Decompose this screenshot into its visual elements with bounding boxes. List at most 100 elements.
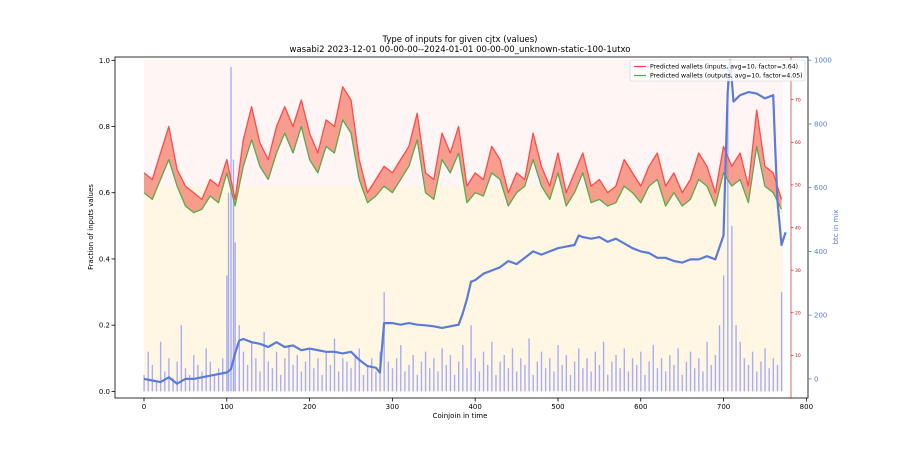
background-bar <box>698 358 700 392</box>
background-bar <box>751 351 754 392</box>
background-bar <box>226 275 228 392</box>
background-bar <box>288 345 290 392</box>
background-bar <box>271 368 274 392</box>
legend-entry: Predicted wallets (outputs, avg=10, fact… <box>650 73 803 80</box>
background-bar <box>441 348 443 392</box>
background-bar <box>706 341 708 392</box>
y3-tick-label: 60 <box>795 140 801 146</box>
background-bar <box>776 364 779 392</box>
background-bar <box>424 351 427 392</box>
background-bar <box>511 348 514 392</box>
background-bar <box>279 374 282 392</box>
background-bar <box>669 354 671 392</box>
background-bar <box>159 341 162 392</box>
background-bar <box>400 345 402 392</box>
background-bar <box>623 348 625 392</box>
background-bar <box>164 371 166 392</box>
inputs-outputs-fill <box>144 86 782 213</box>
background-bar <box>768 368 770 392</box>
background-bar <box>470 325 472 392</box>
background-bar <box>267 361 269 392</box>
background-bar <box>201 371 203 392</box>
background-bar <box>329 364 332 392</box>
background-bar <box>486 364 489 392</box>
background-bar <box>354 354 356 392</box>
background-bar <box>540 351 543 392</box>
background-bar <box>168 358 170 392</box>
y-tick-label: 0.4 <box>99 255 111 263</box>
background-bar <box>607 374 609 392</box>
background-bar <box>689 351 692 392</box>
background-bar <box>582 368 584 392</box>
background-bar <box>710 364 712 392</box>
background-bar <box>433 358 435 392</box>
background-bar <box>747 364 750 392</box>
background-bar <box>731 225 733 392</box>
background-bar <box>383 292 385 392</box>
background-bar <box>611 361 613 392</box>
background-bar <box>445 364 447 392</box>
background-bar <box>304 361 307 392</box>
background-bar <box>342 358 344 392</box>
background-bar <box>491 341 493 392</box>
background-bar <box>180 325 183 392</box>
y-axis-label: Fraction of inputs values <box>87 184 95 270</box>
background-bar <box>478 371 481 392</box>
background-bar <box>528 338 530 392</box>
plot-frame <box>114 56 809 399</box>
background-bar <box>594 351 597 392</box>
background-bar <box>449 354 452 392</box>
background-bar <box>772 358 775 392</box>
background-bar <box>764 348 766 392</box>
x-tick-label: 300 <box>386 403 399 411</box>
background-bar <box>615 354 617 392</box>
background-bar <box>366 364 369 392</box>
background-bar <box>222 358 224 392</box>
series-line-outputs <box>143 119 783 214</box>
background-bar <box>437 371 439 392</box>
plot-area: 0 100 200 300 400 500 600 700 8000.00.20.40.60.8… <box>99 56 832 411</box>
background-bar <box>391 368 394 392</box>
y3-tick-label: 30 <box>795 268 801 274</box>
background-bar <box>631 358 634 392</box>
background-bar <box>350 368 352 392</box>
y2-tick-label: 0 <box>814 375 818 383</box>
background-bar <box>656 368 659 392</box>
background-bar <box>544 368 547 392</box>
y3-tick-label: 50 <box>795 183 801 189</box>
x-tick-label: 0 <box>142 403 146 411</box>
background-bar <box>251 341 253 392</box>
background-bar <box>255 358 257 392</box>
x-axis-label: Coinjoin in time <box>433 412 488 420</box>
y3-tick-label: 70 <box>795 97 801 103</box>
y2-tick-label: 600 <box>814 184 827 192</box>
background-bar <box>317 358 319 392</box>
background-bar <box>227 192 230 392</box>
background-bar <box>648 361 650 392</box>
background-band-yellow <box>143 186 784 392</box>
background-bar <box>722 275 725 392</box>
background-bar <box>644 374 646 392</box>
background-bar <box>416 374 419 392</box>
background-bar <box>685 361 688 392</box>
y2-tick-label: 800 <box>814 120 827 128</box>
background-bar <box>213 374 216 392</box>
x-tick-label: 200 <box>303 403 316 411</box>
background-bar <box>598 364 601 392</box>
background-bar <box>536 361 539 392</box>
chart-legend: Predicted wallets (inputs, avg=10, facto… <box>629 59 806 82</box>
background-bar <box>362 374 365 392</box>
background-bar <box>636 364 638 392</box>
background-bar <box>507 368 510 392</box>
y3-tick-label: 20 <box>795 311 801 317</box>
background-bar <box>619 368 621 392</box>
background-bar <box>193 354 195 392</box>
background-bar <box>702 371 704 392</box>
background-bar <box>532 374 534 392</box>
background-bar <box>453 374 456 392</box>
background-bar <box>284 358 286 392</box>
background-bar <box>429 368 431 392</box>
y2-tick-label: 400 <box>814 248 827 256</box>
